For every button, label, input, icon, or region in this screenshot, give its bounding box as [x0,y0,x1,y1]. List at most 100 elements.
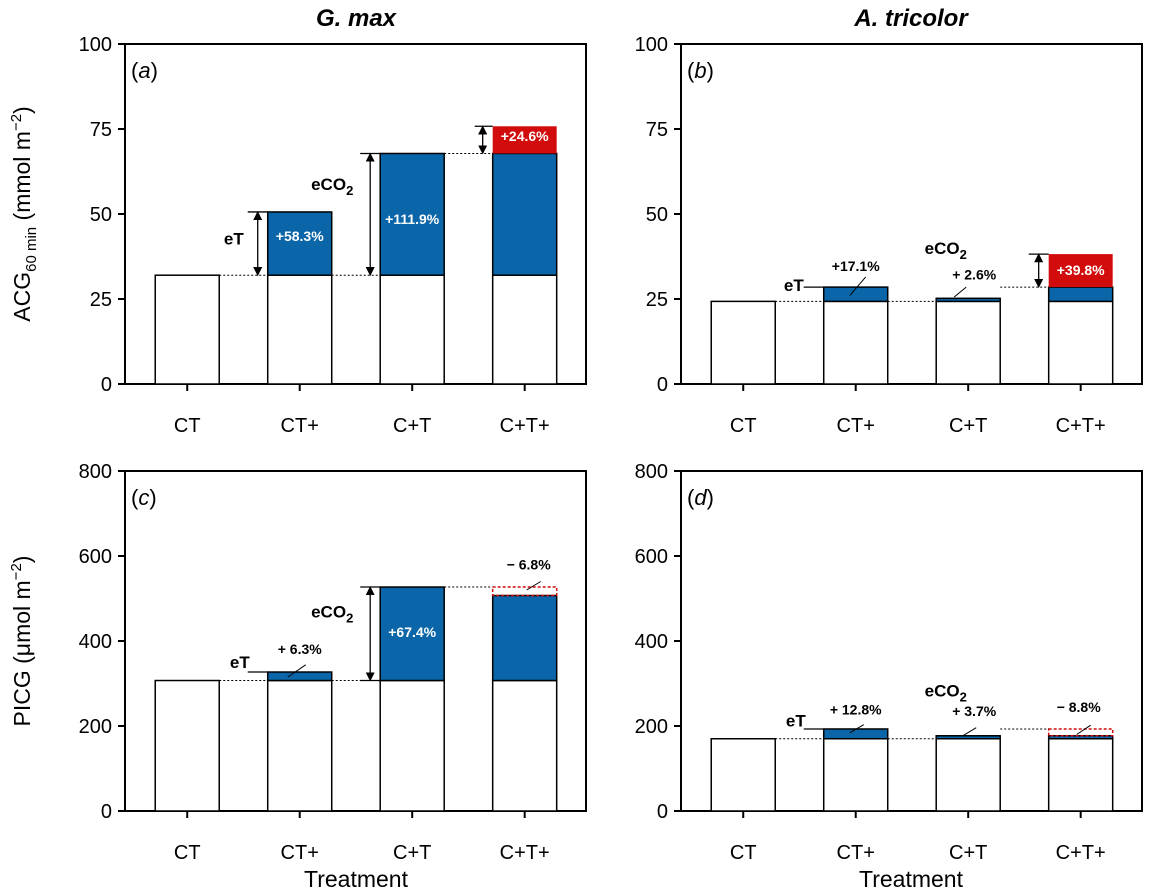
pct-c-t-plus: +24.6% [501,128,549,144]
bar-base-C+T+ [1047,300,1114,385]
y-tick-label: 600 [635,546,668,568]
x-tick-label: CT+ [837,415,875,437]
bar-increase-C+T+ [491,594,558,682]
y-tick-label: 100 [635,34,668,56]
panel-letter: (d) [687,485,714,510]
pct-c-t-plus: − 8.8% [1057,699,1102,715]
leader-line [849,276,867,296]
y-tick-label: 0 [657,374,668,396]
bar-increase-C+T [379,152,445,276]
pct-c-t-plus: +39.8% [1057,262,1105,278]
bar-increase-C+T [379,586,445,682]
y-tick-label: 0 [101,374,112,396]
bar-base-C+T [935,738,1001,812]
y-tick-label: 75 [646,119,668,141]
eco2-label: eCO2 [925,681,967,704]
pct-c-t-plus: − 6.8% [507,557,552,573]
bar-increase-CT+ [266,671,333,682]
panel-d: 0 200 400 600 800 (d) CT CT+ C+T C+T+ eT + 12.8% eCO… [635,461,1143,864]
bar-base-CT [154,679,220,812]
bar-base-CT+ [266,679,333,812]
eco2-label: eCO2 [311,603,353,626]
x-tick-label: C+T+ [1056,842,1106,864]
leader-line [953,286,967,298]
y-tick-label: 0 [657,801,668,823]
x-axis-title-left: Treatment [304,866,409,892]
bar-increase-CT+ [822,286,889,303]
y-tick-label: 75 [90,119,112,141]
bar-increase-CT+ [266,211,333,276]
y-tick-label: 25 [90,289,112,311]
et-label: eT [224,230,244,249]
bar-base-C+T+ [491,274,558,385]
bar-increase-C+T+ [1047,286,1114,303]
x-tick-label: C+T [393,842,431,864]
panel-letter: (c) [131,485,157,510]
bar-base-CT [154,274,220,385]
bar-base-C+T [935,300,1001,385]
y-tick-label: 25 [646,289,668,311]
panel-letter: (a) [131,58,158,83]
pct-c-t: + 3.7% [952,703,997,719]
y-tick-label: 0 [101,801,112,823]
bar-increase-C+T [935,297,1001,303]
bar-increase-C+T [935,735,1001,740]
y-tick-label: 50 [646,204,668,226]
y-tick-label: 50 [90,204,112,226]
panel-a: 0 25 50 75 100 (a) CT CT+ C+T C+T+ eT +58.3% eCO2 +11… [79,34,587,437]
x-tick-label: C+T+ [1056,415,1106,437]
y-tick-label: 800 [635,461,668,483]
pct-ct-plus: + 12.8% [830,702,882,718]
y-axis-title-acg: ACG60 min (mmol m−2) [8,106,40,321]
pct-c-t: +67.4% [388,624,436,640]
y-tick-label: 400 [79,631,112,653]
bar-base-CT+ [822,300,889,385]
et-label: eT [784,276,804,295]
eco2-label: eCO2 [925,239,967,262]
bar-interaction [1047,728,1114,737]
et-label: eT [786,711,806,730]
panel-b: 0 25 50 75 100 (b) CT CT+ C+T C+T+ eT +17.1% eCO2 + 2… [635,34,1143,437]
pct-c-t: + 2.6% [952,266,997,282]
x-tick-label: C+T+ [500,415,550,437]
pct-ct-plus: +58.3% [276,228,324,244]
column-title-a-tricolor: A. tricolor [853,5,969,32]
bar-base-CT+ [822,738,889,812]
et-label: eT [230,653,250,672]
eco2-label: eCO2 [311,175,353,198]
column-title-g-max: G. max [316,5,398,32]
pct-ct-plus: +17.1% [832,258,880,274]
bar-interaction [1048,254,1113,288]
bar-interaction [492,126,557,154]
bar-base-C+T+ [491,679,558,812]
bar-base-C+T+ [1047,738,1114,812]
leader-line [526,581,541,591]
x-axis-title-right: Treatment [859,866,964,892]
x-tick-label: CT [174,415,201,437]
y-tick-label: 200 [635,716,668,738]
x-tick-label: C+T+ [500,842,550,864]
leader-line [961,727,977,737]
y-tick-label: 600 [79,546,112,568]
leader-line [287,664,307,678]
bar-increase-C+T+ [491,152,558,276]
bar-increase-CT+ [822,728,889,740]
x-tick-label: CT+ [281,415,319,437]
leader-line [1076,724,1091,735]
bar-base-CT+ [266,274,333,385]
panel-c: 0 200 400 600 800 (c) CT CT+ C+T C+T+ eT + 6.3% eCO2… [79,461,587,864]
x-tick-label: CT [730,842,757,864]
x-tick-label: CT+ [281,842,319,864]
x-tick-label: CT [174,842,201,864]
x-tick-label: C+T [393,415,431,437]
bar-base-CT [710,738,776,812]
bar-base-C+T [379,679,445,812]
y-axis-title-picg: PICG (μmol m−2) [8,556,35,727]
x-tick-label: C+T [949,842,987,864]
x-tick-label: CT [730,415,757,437]
leader-line [849,724,864,734]
x-tick-label: CT+ [837,842,875,864]
bar-base-CT [710,300,776,385]
x-tick-label: C+T [949,415,987,437]
